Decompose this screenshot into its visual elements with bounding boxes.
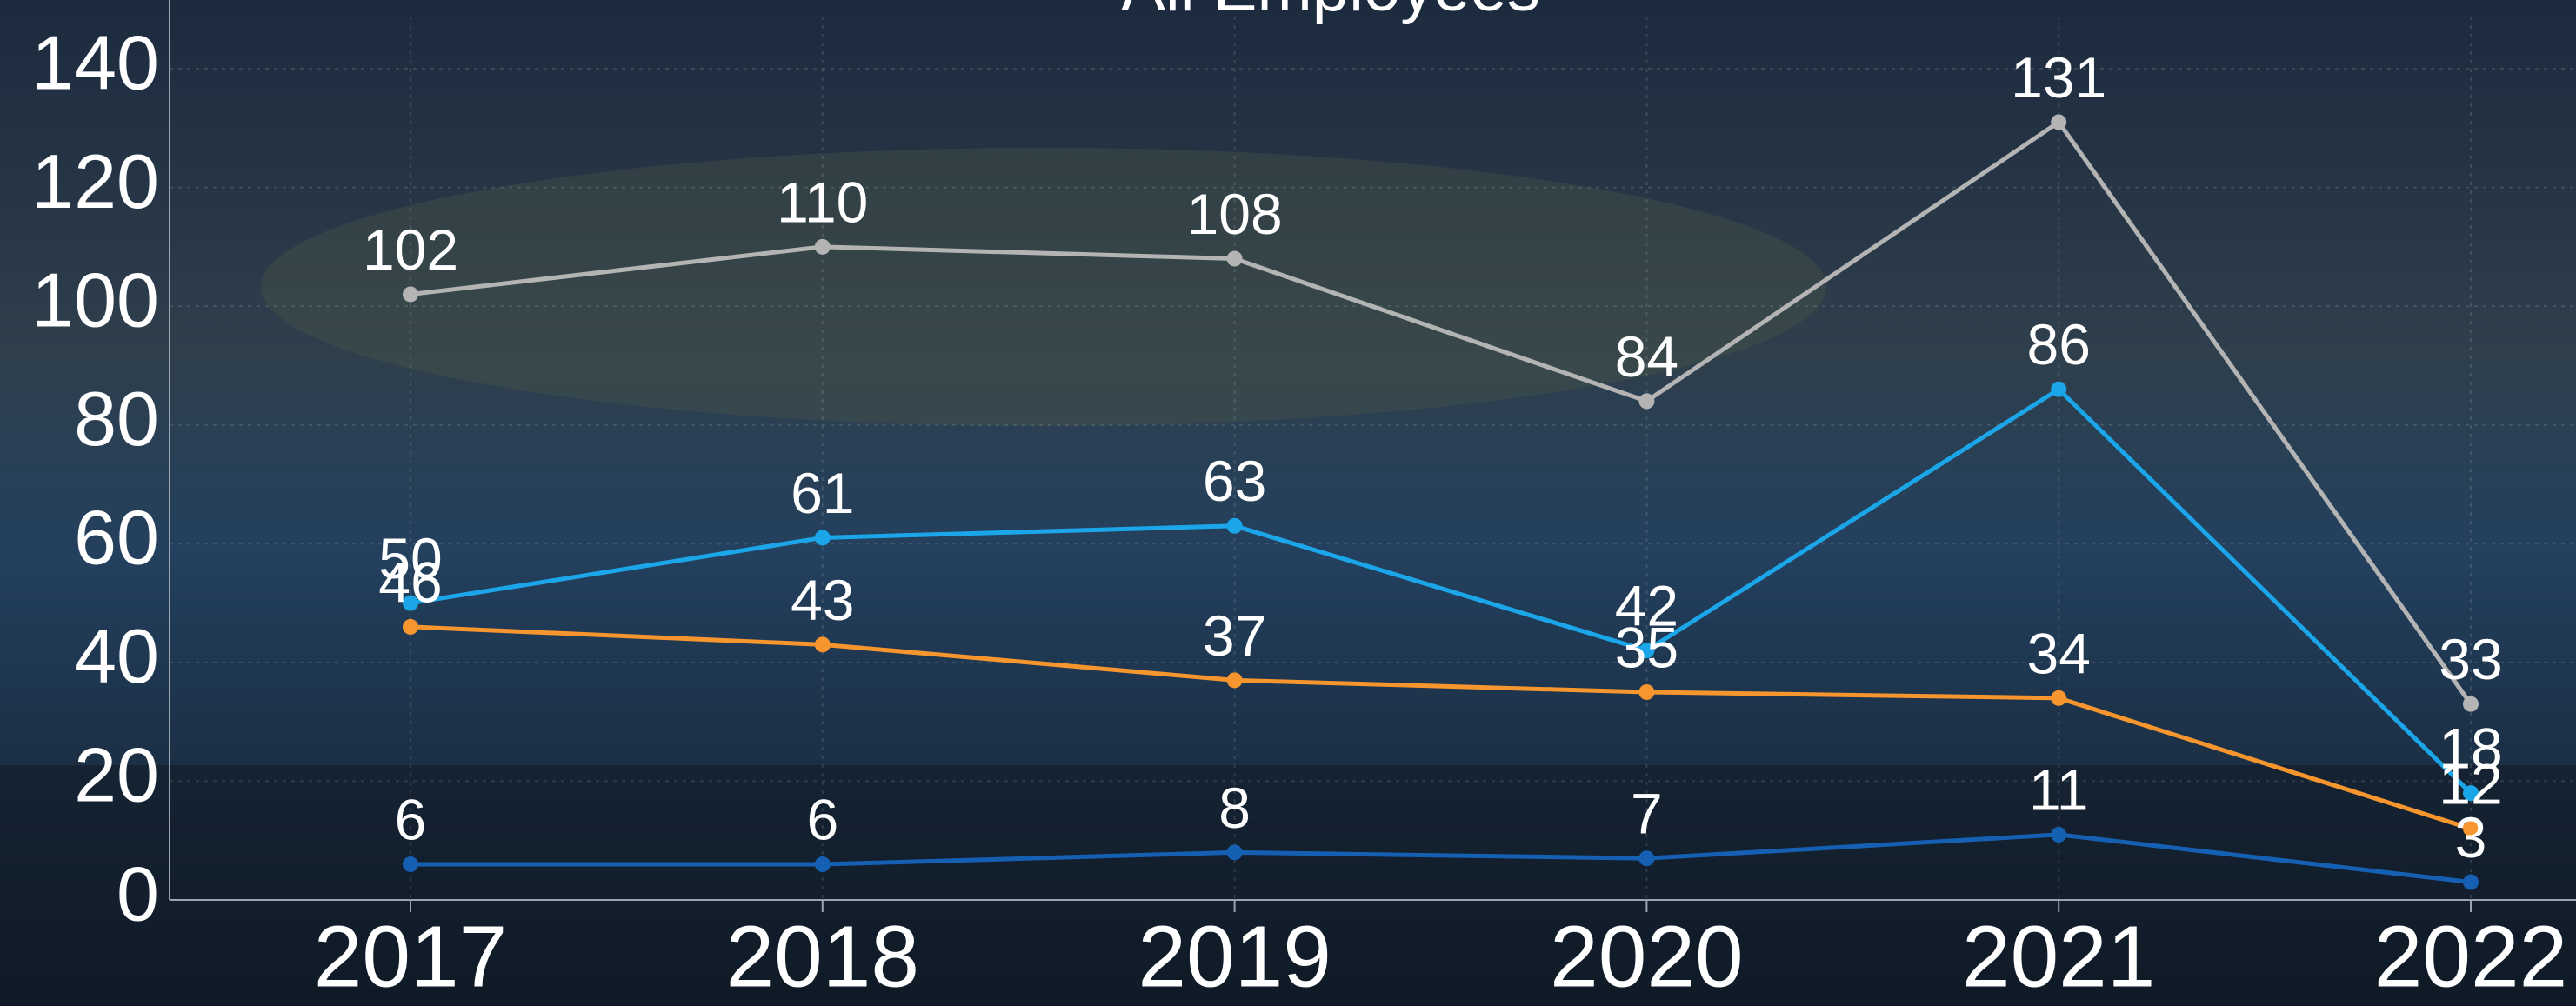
- y-tick-label: 60: [74, 495, 159, 581]
- data-point: [815, 239, 831, 255]
- x-tick-label: 2020: [1550, 908, 1743, 1005]
- data-label: 61: [791, 461, 854, 525]
- data-label: 43: [791, 568, 854, 632]
- y-tick-label: 20: [74, 732, 159, 818]
- data-point: [2051, 114, 2066, 130]
- data-label: 110: [777, 170, 868, 234]
- data-point: [403, 286, 418, 302]
- data-label: 8: [1218, 776, 1251, 840]
- data-point: [2051, 690, 2066, 706]
- x-tick-label: 2022: [2374, 908, 2567, 1005]
- data-point: [2051, 827, 2066, 843]
- data-label: 7: [1631, 782, 1663, 846]
- data-point: [1227, 844, 1243, 860]
- y-tick-label: 40: [74, 613, 159, 699]
- data-label: 33: [2439, 627, 2502, 691]
- data-label: 102: [363, 217, 458, 282]
- data-point: [815, 530, 831, 545]
- y-tick-label: 100: [31, 256, 159, 343]
- data-label: 46: [378, 550, 442, 614]
- data-point: [815, 856, 831, 872]
- data-point: [1227, 518, 1243, 534]
- data-label: 6: [395, 787, 427, 851]
- data-point: [1638, 684, 1654, 700]
- data-point: [403, 856, 418, 872]
- data-point: [403, 619, 418, 635]
- x-tick-label: 2021: [1962, 908, 2155, 1005]
- data-label: 131: [2011, 45, 2106, 110]
- data-label: 86: [2026, 312, 2090, 376]
- data-label: 3: [2455, 805, 2487, 869]
- y-tick-label: 80: [74, 376, 159, 462]
- data-point: [1638, 393, 1654, 409]
- data-label: 35: [1615, 615, 1678, 679]
- data-point: [2463, 696, 2479, 712]
- y-tick-label: 120: [31, 138, 159, 224]
- data-point: [1638, 850, 1654, 866]
- y-tick-label: 0: [117, 850, 159, 936]
- data-label: 6: [806, 787, 838, 851]
- data-point: [2051, 382, 2066, 397]
- x-tick-label: 2018: [726, 908, 919, 1005]
- data-label: 108: [1187, 182, 1283, 246]
- x-tick-label: 2019: [1138, 908, 1331, 1005]
- x-tick-label: 2017: [314, 908, 507, 1005]
- y-tick-label: 140: [31, 19, 159, 105]
- data-label: 34: [2026, 621, 2090, 685]
- data-point: [815, 636, 831, 652]
- data-point: [1227, 251, 1243, 267]
- data-label: 84: [1615, 324, 1678, 389]
- chart: All Employees 0 20 40 60 80 100 120 140 2017 2018…: [0, 0, 2576, 1006]
- data-label: 63: [1203, 449, 1266, 513]
- data-label: 11: [2029, 757, 2089, 822]
- data-point: [2463, 875, 2479, 890]
- chart-title: All Employees: [1121, 0, 1540, 25]
- data-point: [1227, 672, 1243, 688]
- data-label: 37: [1203, 603, 1266, 668]
